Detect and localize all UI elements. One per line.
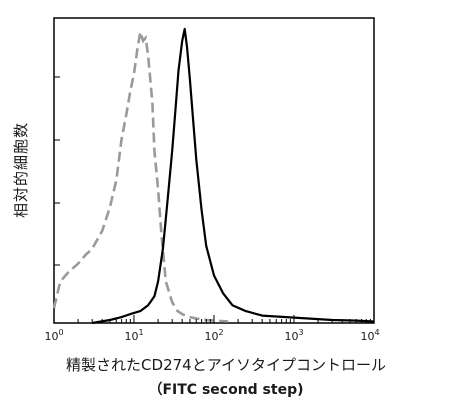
x-tick-label-4: 104 bbox=[360, 328, 379, 343]
x-tick-label-0: 100 bbox=[44, 328, 63, 343]
x-tick-label-1: 101 bbox=[124, 328, 143, 343]
x-axis-sublabel: （FITC second step) bbox=[148, 382, 303, 398]
x-axis-label: 精製されたCD274とアイソタイプコントロール bbox=[66, 356, 386, 374]
x-axis-tick-labels: 100 101 102 103 104 bbox=[44, 328, 379, 343]
y-axis-label: 相対的細胞数 bbox=[12, 122, 30, 218]
x-tick-label-3: 103 bbox=[284, 328, 303, 343]
x-axis-ticks bbox=[53, 315, 375, 323]
cd274-solid-curve bbox=[92, 27, 375, 325]
x-tick-label-2: 102 bbox=[204, 328, 223, 343]
y-axis-ticks bbox=[54, 76, 60, 266]
isotype-control-dashed-curve bbox=[52, 31, 229, 323]
